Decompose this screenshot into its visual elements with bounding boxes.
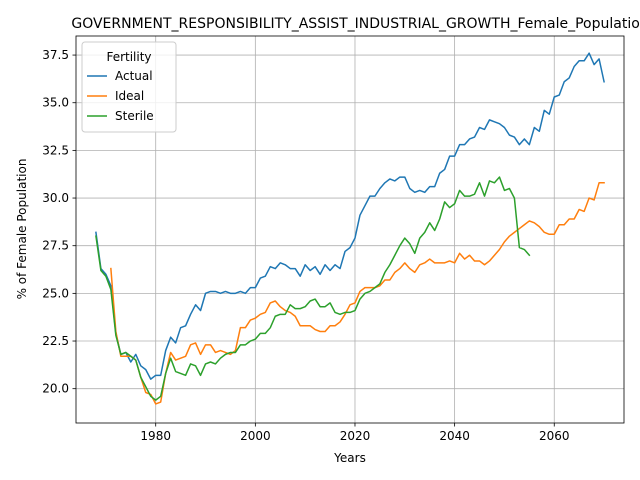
y-axis-label: % of Female Population [15, 159, 29, 300]
series-line-sterile [95, 176, 531, 401]
series-lines [95, 52, 605, 405]
y-tick-label: 20.0 [42, 382, 69, 396]
y-tick-label: 27.5 [42, 239, 69, 253]
legend-label-sterile: Sterile [115, 109, 154, 123]
legend: Fertility Actual Ideal Sterile [81, 41, 177, 133]
y-tick-label: 32.5 [42, 143, 69, 157]
legend-box [81, 41, 177, 133]
x-tick-label: 2060 [539, 429, 570, 443]
legend-label-ideal: Ideal [115, 89, 144, 103]
x-tick-label: 2000 [240, 429, 271, 443]
plot-frame [75, 35, 625, 424]
legend-entries: Actual Ideal Sterile [87, 69, 154, 123]
legend-label-actual: Actual [115, 69, 153, 83]
axis-ticks: 1980 2000 2020 2040 2060 20.0 22.5 25.0 27.5 30.0… [42, 48, 569, 443]
x-axis-label: Years [333, 451, 366, 465]
y-tick-label: 30.0 [42, 191, 69, 205]
y-tick-label: 35.0 [42, 96, 69, 110]
legend-title: Fertility [106, 50, 151, 64]
x-tick-label: 2020 [340, 429, 371, 443]
grid [76, 36, 624, 423]
y-tick-label: 22.5 [42, 334, 69, 348]
series-line-ideal [110, 182, 605, 405]
y-tick-label: 37.5 [42, 48, 69, 62]
y-tick-label: 25.0 [42, 286, 69, 300]
x-tick-label: 1980 [140, 429, 171, 443]
chart-title: GOVERNMENT_RESPONSIBILITY_ASSIST_INDUSTR… [71, 16, 640, 32]
series-line-actual [95, 52, 605, 380]
x-tick-label: 2040 [439, 429, 470, 443]
